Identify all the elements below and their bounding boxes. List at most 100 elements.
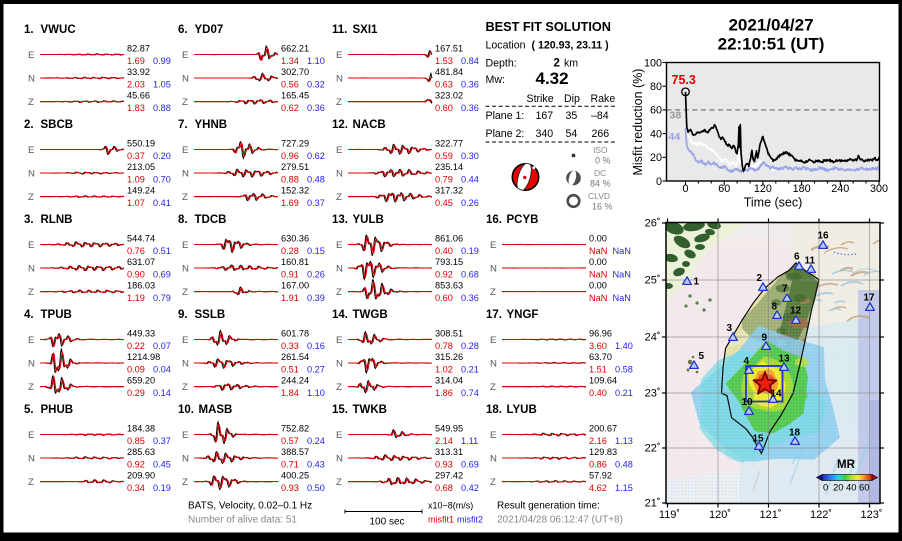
- svg-text:0.37: 0.37: [307, 198, 325, 208]
- svg-text:ISO: ISO: [593, 145, 608, 155]
- svg-text:1.05: 1.05: [153, 80, 171, 90]
- svg-text:0.36: 0.36: [461, 293, 479, 303]
- svg-text:0.26: 0.26: [307, 270, 325, 280]
- svg-text:0.00: 0.00: [589, 281, 607, 291]
- svg-text:0.40: 0.40: [435, 246, 453, 256]
- svg-text:630.36: 630.36: [281, 234, 309, 244]
- svg-text:E: E: [28, 430, 34, 441]
- svg-text:60: 60: [859, 483, 870, 494]
- svg-text:7: 7: [782, 284, 788, 295]
- svg-text:0.86: 0.86: [589, 460, 607, 470]
- svg-text:35: 35: [566, 110, 578, 122]
- svg-text:Mw:: Mw:: [486, 74, 505, 86]
- svg-text:2: 2: [757, 273, 763, 284]
- svg-text:YULB: YULB: [353, 214, 384, 226]
- svg-text:SSLB: SSLB: [195, 309, 226, 321]
- svg-text:10: 10: [742, 397, 754, 408]
- svg-text:0.48: 0.48: [307, 175, 325, 185]
- svg-text:15: 15: [753, 434, 765, 445]
- svg-text:CLVD: CLVD: [588, 191, 610, 201]
- svg-text:DC: DC: [594, 168, 606, 178]
- svg-text:550.19: 550.19: [127, 139, 155, 149]
- svg-text:0.36: 0.36: [461, 103, 479, 113]
- svg-text:388.57: 388.57: [281, 447, 309, 457]
- svg-text:YD07: YD07: [195, 24, 224, 36]
- svg-text:N: N: [28, 169, 35, 180]
- svg-text:NaN: NaN: [613, 246, 631, 256]
- svg-text:3.60: 3.60: [589, 341, 607, 351]
- svg-text:0.43: 0.43: [307, 460, 325, 470]
- svg-text:MR: MR: [837, 459, 856, 471]
- svg-text:LYUB: LYUB: [507, 404, 537, 416]
- svg-text:11.: 11.: [332, 24, 347, 36]
- svg-text:Z: Z: [336, 382, 342, 393]
- svg-text:75.3: 75.3: [672, 73, 696, 87]
- svg-text:Number of alive data: 51: Number of alive data: 51: [188, 515, 297, 526]
- svg-text:2.: 2.: [24, 119, 34, 131]
- svg-text:1.69: 1.69: [281, 198, 299, 208]
- svg-text:0.60: 0.60: [435, 103, 453, 113]
- svg-text:0.84: 0.84: [461, 56, 479, 66]
- svg-text:0.78: 0.78: [435, 341, 453, 351]
- svg-text:14: 14: [771, 389, 783, 400]
- svg-text:Rake: Rake: [591, 93, 616, 105]
- svg-text:0.00: 0.00: [589, 234, 607, 244]
- svg-text:279.51: 279.51: [281, 162, 309, 172]
- svg-text:601.78: 601.78: [281, 329, 309, 339]
- svg-text:3: 3: [727, 323, 733, 334]
- svg-text:0: 0: [656, 176, 662, 188]
- svg-text:2: 2: [554, 58, 560, 70]
- svg-text:TDCB: TDCB: [195, 214, 227, 226]
- svg-text:6: 6: [794, 252, 800, 263]
- svg-text:449.33: 449.33: [127, 329, 155, 339]
- svg-text:N: N: [336, 74, 343, 85]
- svg-text:PCYB: PCYB: [507, 214, 539, 226]
- svg-text:MASB: MASB: [199, 404, 233, 416]
- svg-text:0.45: 0.45: [153, 460, 171, 470]
- svg-text:0.44: 0.44: [461, 175, 479, 185]
- svg-text:0.62: 0.62: [307, 151, 325, 161]
- svg-text:Z: Z: [490, 287, 496, 298]
- svg-text:209.90: 209.90: [127, 471, 155, 481]
- svg-text:E: E: [182, 145, 188, 156]
- svg-text:4.62: 4.62: [589, 483, 607, 493]
- svg-text:Z: Z: [28, 287, 34, 298]
- svg-text:297.42: 297.42: [435, 471, 463, 481]
- svg-text:16 %: 16 %: [592, 202, 613, 212]
- svg-text:315.26: 315.26: [435, 352, 463, 362]
- svg-text:Z: Z: [28, 477, 34, 488]
- svg-text:E: E: [490, 430, 496, 441]
- svg-text:0.79: 0.79: [153, 293, 171, 303]
- svg-text:313.31: 313.31: [435, 447, 463, 457]
- svg-text:4.: 4.: [24, 309, 34, 321]
- svg-text:1.13: 1.13: [615, 436, 633, 446]
- svg-text:0.69: 0.69: [153, 270, 171, 280]
- svg-text:YHNB: YHNB: [195, 119, 228, 131]
- svg-text:N: N: [182, 454, 189, 465]
- svg-text:180: 180: [793, 183, 811, 195]
- svg-text:Z: Z: [182, 382, 188, 393]
- svg-text:x10−8(m/s): x10−8(m/s): [428, 501, 473, 511]
- svg-text:0.20: 0.20: [153, 151, 171, 161]
- svg-text:0 %: 0 %: [595, 156, 611, 166]
- svg-text:Z: Z: [28, 192, 34, 203]
- svg-text:0.58: 0.58: [615, 365, 633, 375]
- svg-text:misfit1: misfit1: [428, 515, 454, 525]
- svg-text:793.15: 793.15: [435, 257, 463, 267]
- svg-text:1: 1: [694, 277, 700, 288]
- svg-text:1.83: 1.83: [127, 103, 145, 113]
- svg-text:0.90: 0.90: [127, 270, 145, 280]
- svg-text:N: N: [28, 264, 35, 275]
- svg-text:40: 40: [846, 483, 857, 494]
- svg-text:Location: Location: [486, 40, 526, 52]
- svg-text:Misfit reduction (%): Misfit reduction (%): [631, 69, 645, 176]
- svg-text:0.93: 0.93: [281, 483, 299, 493]
- svg-text:1.: 1.: [24, 24, 34, 36]
- svg-text:20: 20: [650, 152, 662, 164]
- svg-text:N: N: [490, 264, 497, 275]
- svg-text:Z: Z: [182, 477, 188, 488]
- svg-text:121˚: 121˚: [759, 509, 781, 521]
- svg-text:266: 266: [592, 128, 610, 140]
- svg-text:400.25: 400.25: [281, 471, 309, 481]
- svg-text:9: 9: [762, 333, 768, 344]
